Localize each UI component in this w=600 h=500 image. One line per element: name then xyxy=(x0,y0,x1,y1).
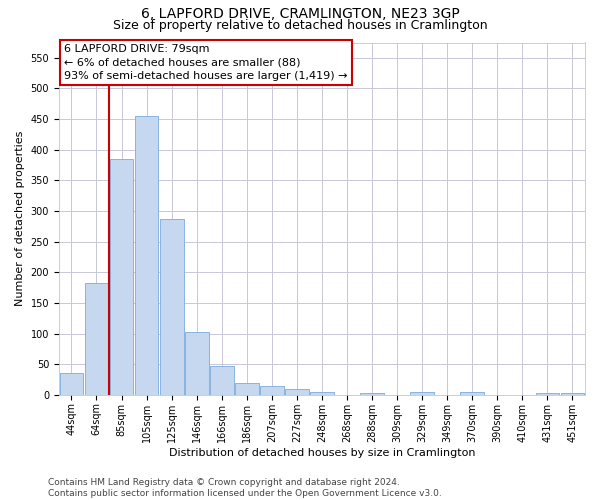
Text: Size of property relative to detached houses in Cramlington: Size of property relative to detached ho… xyxy=(113,18,487,32)
Bar xyxy=(160,219,184,395)
Bar xyxy=(59,374,83,395)
Bar xyxy=(285,388,309,395)
Bar xyxy=(185,332,209,395)
Bar xyxy=(536,393,559,395)
Text: Contains HM Land Registry data © Crown copyright and database right 2024.
Contai: Contains HM Land Registry data © Crown c… xyxy=(48,478,442,498)
Bar xyxy=(110,159,133,395)
Bar xyxy=(560,393,584,395)
Bar xyxy=(410,392,434,395)
Bar xyxy=(134,116,158,395)
Text: 6 LAPFORD DRIVE: 79sqm
← 6% of detached houses are smaller (88)
93% of semi-deta: 6 LAPFORD DRIVE: 79sqm ← 6% of detached … xyxy=(64,44,347,80)
Bar xyxy=(310,392,334,395)
Bar xyxy=(235,382,259,395)
Y-axis label: Number of detached properties: Number of detached properties xyxy=(15,131,25,306)
Text: 6, LAPFORD DRIVE, CRAMLINGTON, NE23 3GP: 6, LAPFORD DRIVE, CRAMLINGTON, NE23 3GP xyxy=(140,8,460,22)
Bar xyxy=(85,282,109,395)
Bar xyxy=(360,393,384,395)
Bar xyxy=(460,392,484,395)
Bar xyxy=(260,386,284,395)
Bar xyxy=(210,366,233,395)
X-axis label: Distribution of detached houses by size in Cramlington: Distribution of detached houses by size … xyxy=(169,448,475,458)
